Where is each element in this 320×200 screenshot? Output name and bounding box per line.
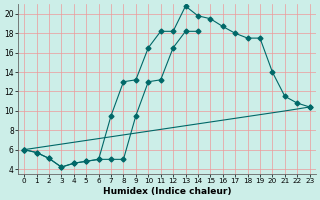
X-axis label: Humidex (Indice chaleur): Humidex (Indice chaleur): [103, 187, 231, 196]
